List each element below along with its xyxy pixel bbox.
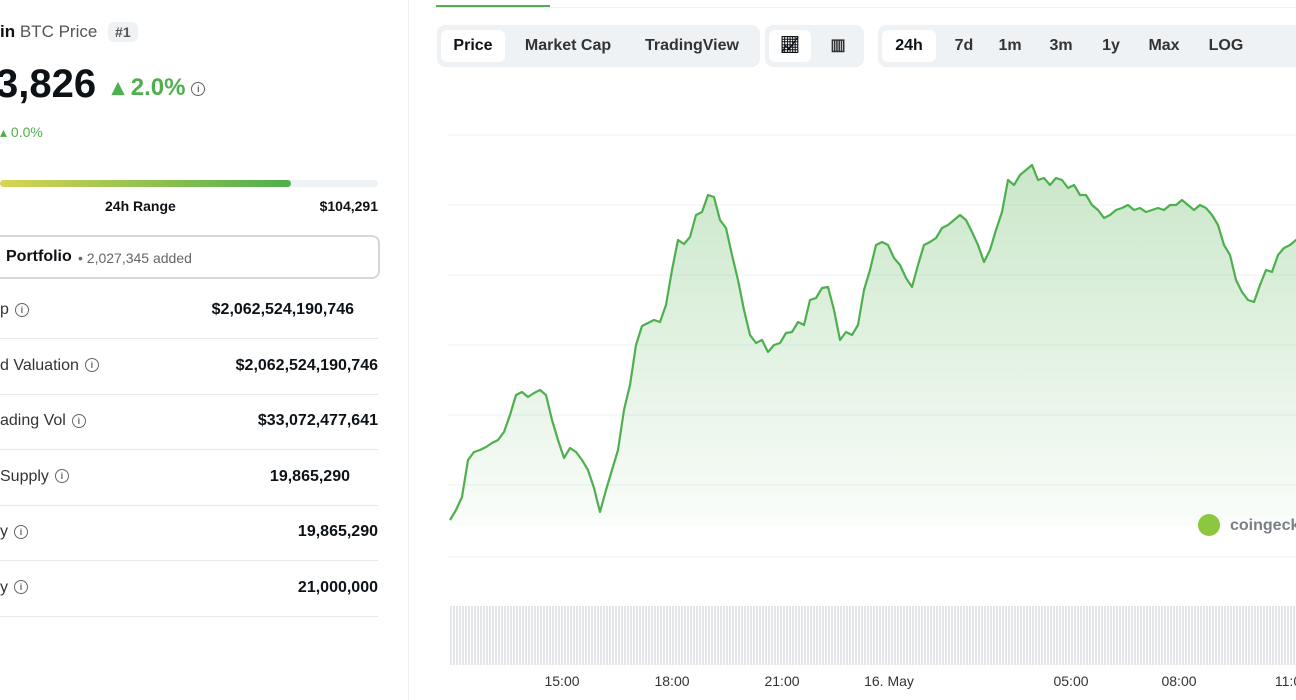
time-tabs: 24h 7d 1m 3m 1y Max LOG [878, 25, 1296, 67]
stat-value: 19,865,290 [297, 523, 378, 540]
info-icon[interactable]: i [71, 413, 86, 428]
info-icon[interactable]: i [54, 469, 69, 484]
line-chart-toggle[interactable]: 📈︎ [769, 30, 811, 62]
x-tick-label: 18:00 [654, 673, 690, 689]
active-tab-underline [436, 5, 550, 8]
btc-change-value: 0.0% [10, 124, 43, 140]
time-tab[interactable]: Max [1148, 37, 1180, 54]
x-tick-label: 08:00 [1161, 673, 1197, 689]
candle-chart-toggle[interactable]: ▥ [830, 37, 846, 54]
info-icon[interactable]: i [14, 524, 28, 539]
stat-row: Supply i 19,865,290 [0, 450, 378, 506]
stat-row: d Valuation i $2,062,524,190,746 [0, 339, 378, 395]
stat-row: ading Vol i $33,072,477,641 [0, 394, 378, 450]
portfolio-button[interactable]: Portfolio • 2,027,345 added [0, 235, 380, 279]
stat-value: $2,062,524,190,746 [211, 301, 354, 318]
price-change-value: 2.0% [130, 74, 186, 101]
price: 3,826 [0, 62, 97, 106]
chart-tab[interactable]: TradingView [645, 37, 739, 54]
time-tab[interactable]: 3m [1049, 37, 1073, 54]
chart-tab[interactable]: Price [441, 30, 505, 62]
coin-header: in BTC Price #1 [0, 22, 138, 42]
stat-label: ading Vol i [0, 412, 86, 430]
stat-value: 19,865,290 [269, 467, 350, 485]
x-tick-label: 15:00 [544, 673, 580, 689]
chart-style-tabs: 📈︎ ▥ [765, 25, 864, 67]
info-icon[interactable]: i [191, 81, 206, 96]
price-line [449, 163, 1296, 521]
range-fill [0, 180, 291, 187]
range-track [0, 180, 378, 187]
stat-value: $33,072,477,641 [257, 412, 378, 429]
time-tab[interactable]: 1m [998, 37, 1022, 54]
stat-row: p i $2,062,524,190,746 [0, 283, 378, 339]
stat-value: $2,062,524,190,746 [235, 356, 378, 374]
range-label: 24h Range [105, 198, 176, 214]
time-tab[interactable]: 7d [954, 37, 974, 54]
x-tick-label: 05:00 [1053, 673, 1089, 689]
coin-symbol: BTC Price [19, 22, 98, 41]
time-tab[interactable]: 24h [882, 30, 936, 62]
info-icon[interactable]: i [84, 358, 99, 373]
info-icon[interactable]: i [14, 580, 28, 595]
left-panel: in BTC Price #1 3,826 ▴ 2.0% i ▴ 0.0% 24h… [0, 0, 409, 700]
stat-label: d Valuation i [0, 357, 99, 375]
price-change: ▴ 2.0% i [112, 73, 206, 102]
portfolio-label: Portfolio [6, 248, 72, 265]
stat-value: 21,000,000 [297, 578, 378, 596]
range-high: $104,291 [319, 198, 378, 214]
stat-label: Supply i [0, 468, 69, 486]
coin-name: in [0, 22, 16, 41]
volume-bars [450, 606, 1296, 665]
chart-tab[interactable]: Market Cap [524, 37, 612, 54]
portfolio-added: • 2,027,345 added [78, 250, 192, 266]
time-tab[interactable]: 1y [1102, 37, 1120, 54]
time-tab[interactable]: LOG [1208, 37, 1244, 54]
chart-type-tabs: Price Market Cap TradingView [437, 25, 760, 67]
stat-row: y i 21,000,000 [0, 561, 378, 617]
watermark-logo [1198, 514, 1220, 536]
x-tick-label: 21:00 [764, 673, 800, 689]
rank-badge: #1 [108, 22, 138, 42]
x-tick-label: 16. May [864, 673, 914, 689]
btc-change: ▴ 0.0% [0, 124, 43, 140]
stat-row: y i 19,865,290 [0, 505, 378, 561]
info-icon[interactable]: i [14, 302, 29, 317]
watermark: coingeck [1230, 517, 1296, 534]
tab-divider [436, 7, 1296, 8]
price-area [450, 165, 1296, 525]
x-tick-label: 11:0 [1274, 673, 1296, 689]
